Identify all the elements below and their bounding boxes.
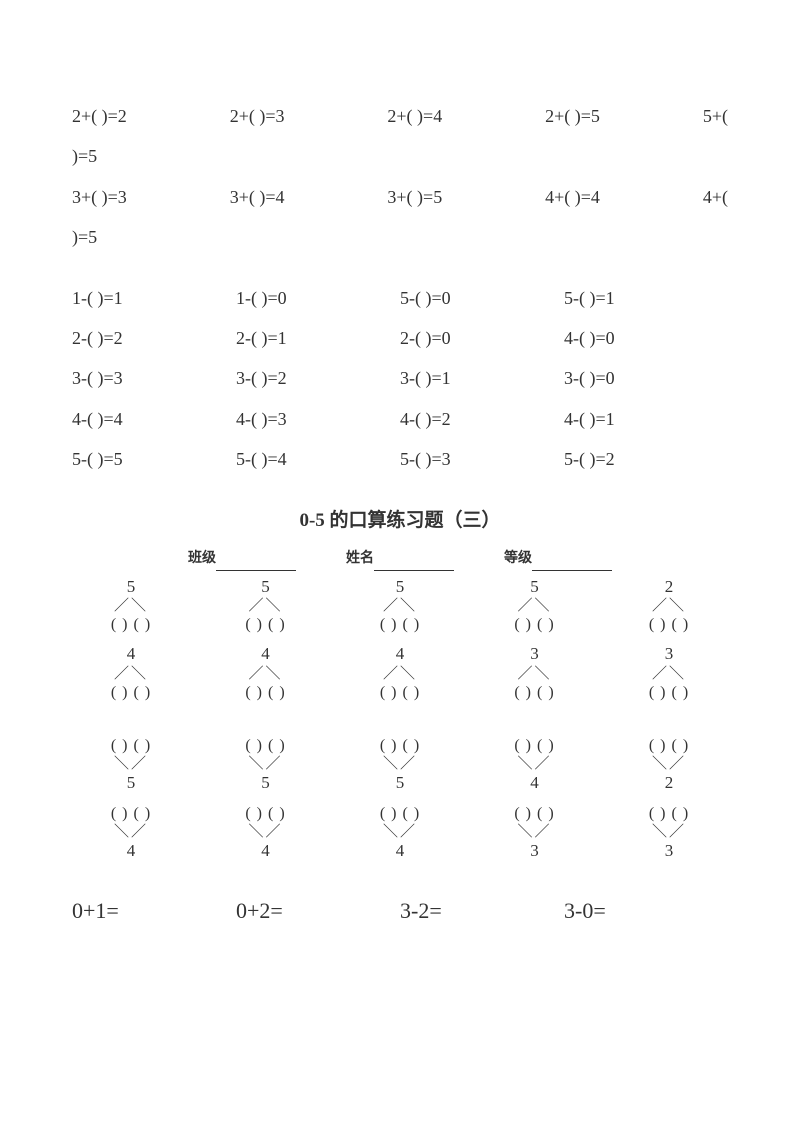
header-fields: 班级 姓名 等级 bbox=[72, 546, 728, 571]
number-bond-row: 4 ／＼ ( ) ( ) 4 ／＼ ( ) ( ) 4 ／＼ ( ) ( ) 3… bbox=[72, 644, 728, 702]
worksheet-title: 0-5 的口算练习题（三） bbox=[72, 504, 728, 538]
grade-field: 等级 bbox=[504, 546, 612, 571]
equation: 2+( )=4 bbox=[387, 100, 442, 132]
equation: 1-( )=0 bbox=[236, 282, 400, 314]
number-bond-down: 4 ／＼ ( ) ( ) bbox=[76, 644, 186, 702]
equation: 2-( )=1 bbox=[236, 322, 400, 354]
number-bond-down: 3 ／＼ ( ) ( ) bbox=[614, 644, 724, 702]
number-bond-down: 5 ／＼ ( ) ( ) bbox=[211, 577, 321, 635]
name-field: 姓名 bbox=[346, 546, 454, 571]
equation: 5-( )=5 bbox=[72, 443, 236, 475]
equation: 3-( )=1 bbox=[400, 362, 564, 394]
equation: 5-( )=3 bbox=[400, 443, 564, 475]
equation-row: 4-( )=4 4-( )=3 4-( )=2 4-( )=1 bbox=[72, 403, 728, 435]
equation: 2-( )=2 bbox=[72, 322, 236, 354]
number-bond-up: ( ) ( ) ＼／ 4 bbox=[480, 736, 590, 794]
equation: 4-( )=4 bbox=[72, 403, 236, 435]
equation: 1-( )=1 bbox=[72, 282, 236, 314]
number-bond-down: 5 ／＼ ( ) ( ) bbox=[480, 577, 590, 635]
number-bond-up: ( ) ( ) ＼／ 3 bbox=[480, 804, 590, 862]
equation: 0+1= bbox=[72, 891, 236, 931]
number-bond-row: ( ) ( ) ＼／ 4 ( ) ( ) ＼／ 4 ( ) ( ) ＼／ 4 (… bbox=[72, 804, 728, 862]
number-bond-down: 5 ／＼ ( ) ( ) bbox=[76, 577, 186, 635]
equation: 2+( )=2 bbox=[72, 100, 127, 132]
equation: 4-( )=1 bbox=[564, 403, 728, 435]
number-bond-up: ( ) ( ) ＼／ 2 bbox=[614, 736, 724, 794]
equation-wrap: )=5 bbox=[72, 221, 728, 253]
number-bond-down: 2 ／＼ ( ) ( ) bbox=[614, 577, 724, 635]
equation: 5-( )=4 bbox=[236, 443, 400, 475]
number-bond-down: 4 ／＼ ( ) ( ) bbox=[345, 644, 455, 702]
equation: 2+( )=3 bbox=[230, 100, 285, 132]
number-bond-up: ( ) ( ) ＼／ 4 bbox=[76, 804, 186, 862]
equation: 5-( )=2 bbox=[564, 443, 728, 475]
equation-line: 3+( )=3 3+( )=4 3+( )=5 4+( )=4 4+( bbox=[72, 181, 728, 213]
equation: 2+( )=5 bbox=[545, 100, 600, 132]
number-bond-down: 4 ／＼ ( ) ( ) bbox=[211, 644, 321, 702]
equation: 3-( )=2 bbox=[236, 362, 400, 394]
equation-wrap: )=5 bbox=[72, 140, 728, 172]
equation: 5+( bbox=[703, 100, 728, 132]
equation-row: 5-( )=5 5-( )=4 5-( )=3 5-( )=2 bbox=[72, 443, 728, 475]
equation: 4-( )=2 bbox=[400, 403, 564, 435]
number-bond-up: ( ) ( ) ＼／ 5 bbox=[76, 736, 186, 794]
number-bond-down: 5 ／＼ ( ) ( ) bbox=[345, 577, 455, 635]
equation: 5-( )=1 bbox=[564, 282, 728, 314]
large-equation-row: 0+1= 0+2= 3-2= 3-0= bbox=[72, 891, 728, 931]
equation: 3+( )=5 bbox=[387, 181, 442, 213]
equation: 3+( )=3 bbox=[72, 181, 127, 213]
equation: 3+( )=4 bbox=[230, 181, 285, 213]
equation: 3-0= bbox=[564, 891, 728, 931]
equation: 5-( )=0 bbox=[400, 282, 564, 314]
equation-row: 1-( )=1 1-( )=0 5-( )=0 5-( )=1 bbox=[72, 282, 728, 314]
equation: 3-( )=3 bbox=[72, 362, 236, 394]
equation: 4+( )=4 bbox=[545, 181, 600, 213]
equation: 4+( bbox=[703, 181, 728, 213]
equation-row: 3-( )=3 3-( )=2 3-( )=1 3-( )=0 bbox=[72, 362, 728, 394]
equation-row: 2-( )=2 2-( )=1 2-( )=0 4-( )=0 bbox=[72, 322, 728, 354]
number-bond-row: ( ) ( ) ＼／ 5 ( ) ( ) ＼／ 5 ( ) ( ) ＼／ 5 (… bbox=[72, 736, 728, 794]
class-field: 班级 bbox=[188, 546, 296, 571]
equation: 0+2= bbox=[236, 891, 400, 931]
addition-block-1: 2+( )=2 2+( )=3 2+( )=4 2+( )=5 5+( )=5 … bbox=[72, 100, 728, 254]
number-bond-up: ( ) ( ) ＼／ 4 bbox=[211, 804, 321, 862]
equation: 4-( )=0 bbox=[564, 322, 728, 354]
equation: 3-( )=0 bbox=[564, 362, 728, 394]
number-bond-down: 3 ／＼ ( ) ( ) bbox=[480, 644, 590, 702]
equation: 2-( )=0 bbox=[400, 322, 564, 354]
equation-line: 2+( )=2 2+( )=3 2+( )=4 2+( )=5 5+( bbox=[72, 100, 728, 132]
number-bond-up: ( ) ( ) ＼／ 3 bbox=[614, 804, 724, 862]
subtraction-block: 1-( )=1 1-( )=0 5-( )=0 5-( )=1 2-( )=2 … bbox=[72, 282, 728, 476]
number-bond-up: ( ) ( ) ＼／ 5 bbox=[345, 736, 455, 794]
number-bond-row: 5 ／＼ ( ) ( ) 5 ／＼ ( ) ( ) 5 ／＼ ( ) ( ) 5… bbox=[72, 577, 728, 635]
equation: 4-( )=3 bbox=[236, 403, 400, 435]
number-bond-up: ( ) ( ) ＼／ 5 bbox=[211, 736, 321, 794]
equation: 3-2= bbox=[400, 891, 564, 931]
number-bond-up: ( ) ( ) ＼／ 4 bbox=[345, 804, 455, 862]
